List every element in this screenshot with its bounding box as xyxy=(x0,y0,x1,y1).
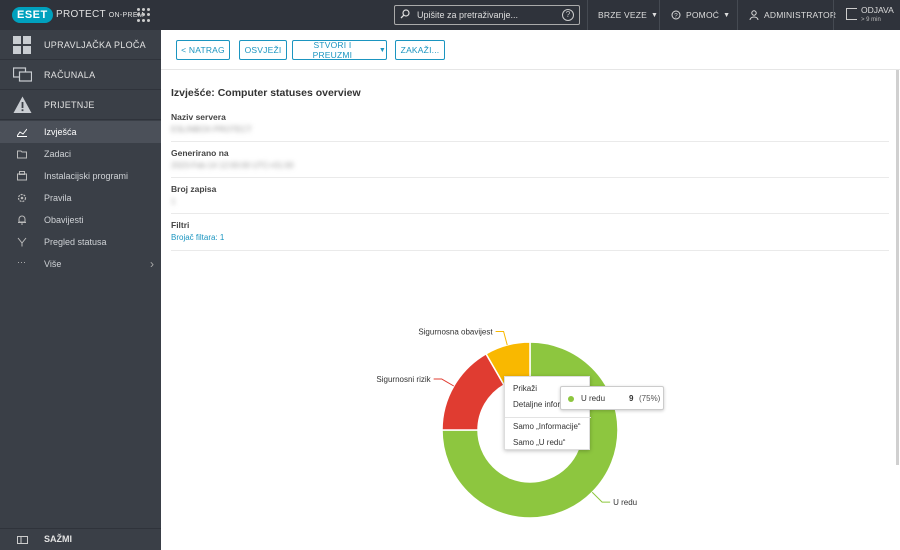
eset-logo[interactable]: eset xyxy=(12,7,53,23)
app-grid-icon[interactable] xyxy=(137,8,151,22)
sidebar-item-label: Zadaci xyxy=(44,149,72,159)
product-name: PROTECT ON-PREM xyxy=(56,9,144,20)
help-menu[interactable]: ? POMOĆ ▼ xyxy=(671,0,730,30)
sidebar-item-label: Više xyxy=(44,259,62,269)
chart-tooltip: U redu 9 (75%) xyxy=(560,386,664,410)
sidebar-item-label: UPRAVLJAČKA PLOČA xyxy=(44,39,146,50)
context-menu-only-info[interactable]: Samo „Informacije“ xyxy=(513,422,581,431)
chevron-down-icon: ▼ xyxy=(651,11,659,19)
server-name-field: Naziv servera ESLINBOX-PROTECT xyxy=(171,112,889,142)
sidebar-item-threats[interactable]: PRIJETNJE xyxy=(0,90,161,120)
more-icon: ··· xyxy=(17,257,26,267)
collapse-icon xyxy=(17,536,28,544)
server-name-label: Naziv servera xyxy=(171,112,226,122)
refresh-button[interactable]: OSVJEŽI xyxy=(239,40,287,60)
reports-icon xyxy=(17,128,27,137)
tooltip-percent: (75%) xyxy=(639,394,661,403)
top-bar: eset PROTECT ON-PREM ? BRZE VEZE▼ ? POMO… xyxy=(0,0,900,30)
user-label: ADMINISTRATOR xyxy=(764,10,837,20)
tooltip-value: 9 xyxy=(629,394,634,403)
sidebar-item-label: Instalacijski programi xyxy=(44,171,129,181)
chart-context-menu: Prikaži Detaljne informacije Samo „Infor… xyxy=(504,376,591,450)
search-help-icon[interactable]: ? xyxy=(562,9,574,21)
help-icon: ? xyxy=(671,10,681,20)
quick-links-label: BRZE VEZE xyxy=(598,10,648,20)
logout-icon xyxy=(846,8,857,20)
context-menu-only-ok[interactable]: Samo „U redu“ xyxy=(513,438,566,447)
dashboard-icon xyxy=(13,36,31,54)
sidebar-item-label: Pregled statusa xyxy=(44,237,107,247)
sidebar-item-tasks[interactable]: Zadaci xyxy=(0,143,161,165)
create-download-button[interactable]: STVORI I PREUZMI ▼ xyxy=(292,40,387,60)
logout-button[interactable]: ODJAVA > 9 min xyxy=(846,5,896,27)
toolbar: < NATRAG OSVJEŽI STVORI I PREUZMI ▼ ZAKAŽ… xyxy=(161,30,900,70)
back-button[interactable]: < NATRAG xyxy=(176,40,230,60)
installers-icon xyxy=(17,171,27,181)
help-label: POMOĆ xyxy=(686,10,720,20)
tooltip-color-dot xyxy=(568,396,574,402)
sidebar-item-label: Obavijesti xyxy=(44,215,84,225)
search-box[interactable]: ? xyxy=(394,5,580,25)
sidebar-item-status-overview[interactable]: Pregled statusa xyxy=(0,231,161,253)
report-title: Izvješće: Computer statuses overview xyxy=(171,87,361,99)
warning-icon xyxy=(13,96,32,113)
policies-icon xyxy=(17,193,27,203)
search-icon xyxy=(400,9,410,19)
record-count-field: Broj zapisa 1 xyxy=(171,184,889,214)
chevron-down-icon: ▼ xyxy=(378,46,386,54)
context-menu-divider xyxy=(505,417,591,418)
svg-text:?: ? xyxy=(674,13,678,20)
sidebar-item-label: Izvješća xyxy=(44,127,77,137)
product-edition: ON-PREM xyxy=(108,12,144,19)
session-timer: > 9 min xyxy=(861,17,881,23)
server-name-value: ESLINBOX-PROTECT xyxy=(171,125,252,134)
sidebar-item-reports[interactable]: Izvješća xyxy=(0,121,161,143)
generated-label: Generirano na xyxy=(171,148,229,158)
collapse-label: SAŽMI xyxy=(44,534,72,544)
context-menu-show[interactable]: Prikaži xyxy=(513,384,538,393)
sidebar-item-notifications[interactable]: Obavijesti xyxy=(0,209,161,231)
generated-value: 2023-Feb-14 12:00:00 UTC+01:00 xyxy=(171,161,294,170)
chevron-down-icon: ▼ xyxy=(723,11,731,19)
sidebar-collapse-button[interactable]: SAŽMI xyxy=(0,528,161,550)
schedule-button[interactable]: ZAKAŽI... xyxy=(395,40,445,60)
sidebar-item-more[interactable]: ··· Više › xyxy=(0,253,161,275)
filters-field: Filtri Brojač filtara: 1 xyxy=(171,220,889,251)
user-menu[interactable]: ADMINISTRATOR xyxy=(749,0,836,30)
notifications-icon xyxy=(18,215,26,225)
sidebar-item-label: PRIJETNJE xyxy=(44,99,95,110)
sidebar: UPRAVLJAČKA PLOČA RAČUNALA PRIJETNJE Izv… xyxy=(0,30,161,550)
record-count-value: 1 xyxy=(171,197,176,206)
user-icon xyxy=(749,10,759,20)
main-content: < NATRAG OSVJEŽI STVORI I PREUZMI ▼ ZAKAŽ… xyxy=(161,30,900,550)
sidebar-item-dashboard[interactable]: UPRAVLJAČKA PLOČA xyxy=(0,30,161,60)
product-title: PROTECT xyxy=(56,9,106,20)
status-overview-icon xyxy=(17,237,27,247)
generated-field: Generirano na 2023-Feb-14 12:00:00 UTC+0… xyxy=(171,148,889,178)
filters-label: Filtri xyxy=(171,220,190,230)
sidebar-item-computers[interactable]: RAČUNALA xyxy=(0,60,161,90)
create-download-label: STVORI I PREUZMI xyxy=(312,40,353,60)
chevron-right-icon: › xyxy=(150,257,154,271)
scrollbar[interactable] xyxy=(896,70,899,465)
quick-links-menu[interactable]: BRZE VEZE ▼ xyxy=(598,0,658,30)
sidebar-item-installers[interactable]: Instalacijski programi xyxy=(0,165,161,187)
search-input[interactable] xyxy=(417,8,557,22)
sidebar-item-policies[interactable]: Pravila xyxy=(0,187,161,209)
sidebar-item-label: Pravila xyxy=(44,193,72,203)
context-menu-details[interactable]: Detaljne informacije xyxy=(513,400,584,409)
computers-icon xyxy=(13,67,32,82)
sidebar-item-label: RAČUNALA xyxy=(44,69,96,80)
record-count-label: Broj zapisa xyxy=(171,184,217,194)
logout-label: ODJAVA xyxy=(861,5,894,15)
tooltip-series-name: U redu xyxy=(581,394,606,403)
filters-link[interactable]: Brojač filtara: 1 xyxy=(171,233,225,242)
tasks-icon xyxy=(17,150,27,159)
